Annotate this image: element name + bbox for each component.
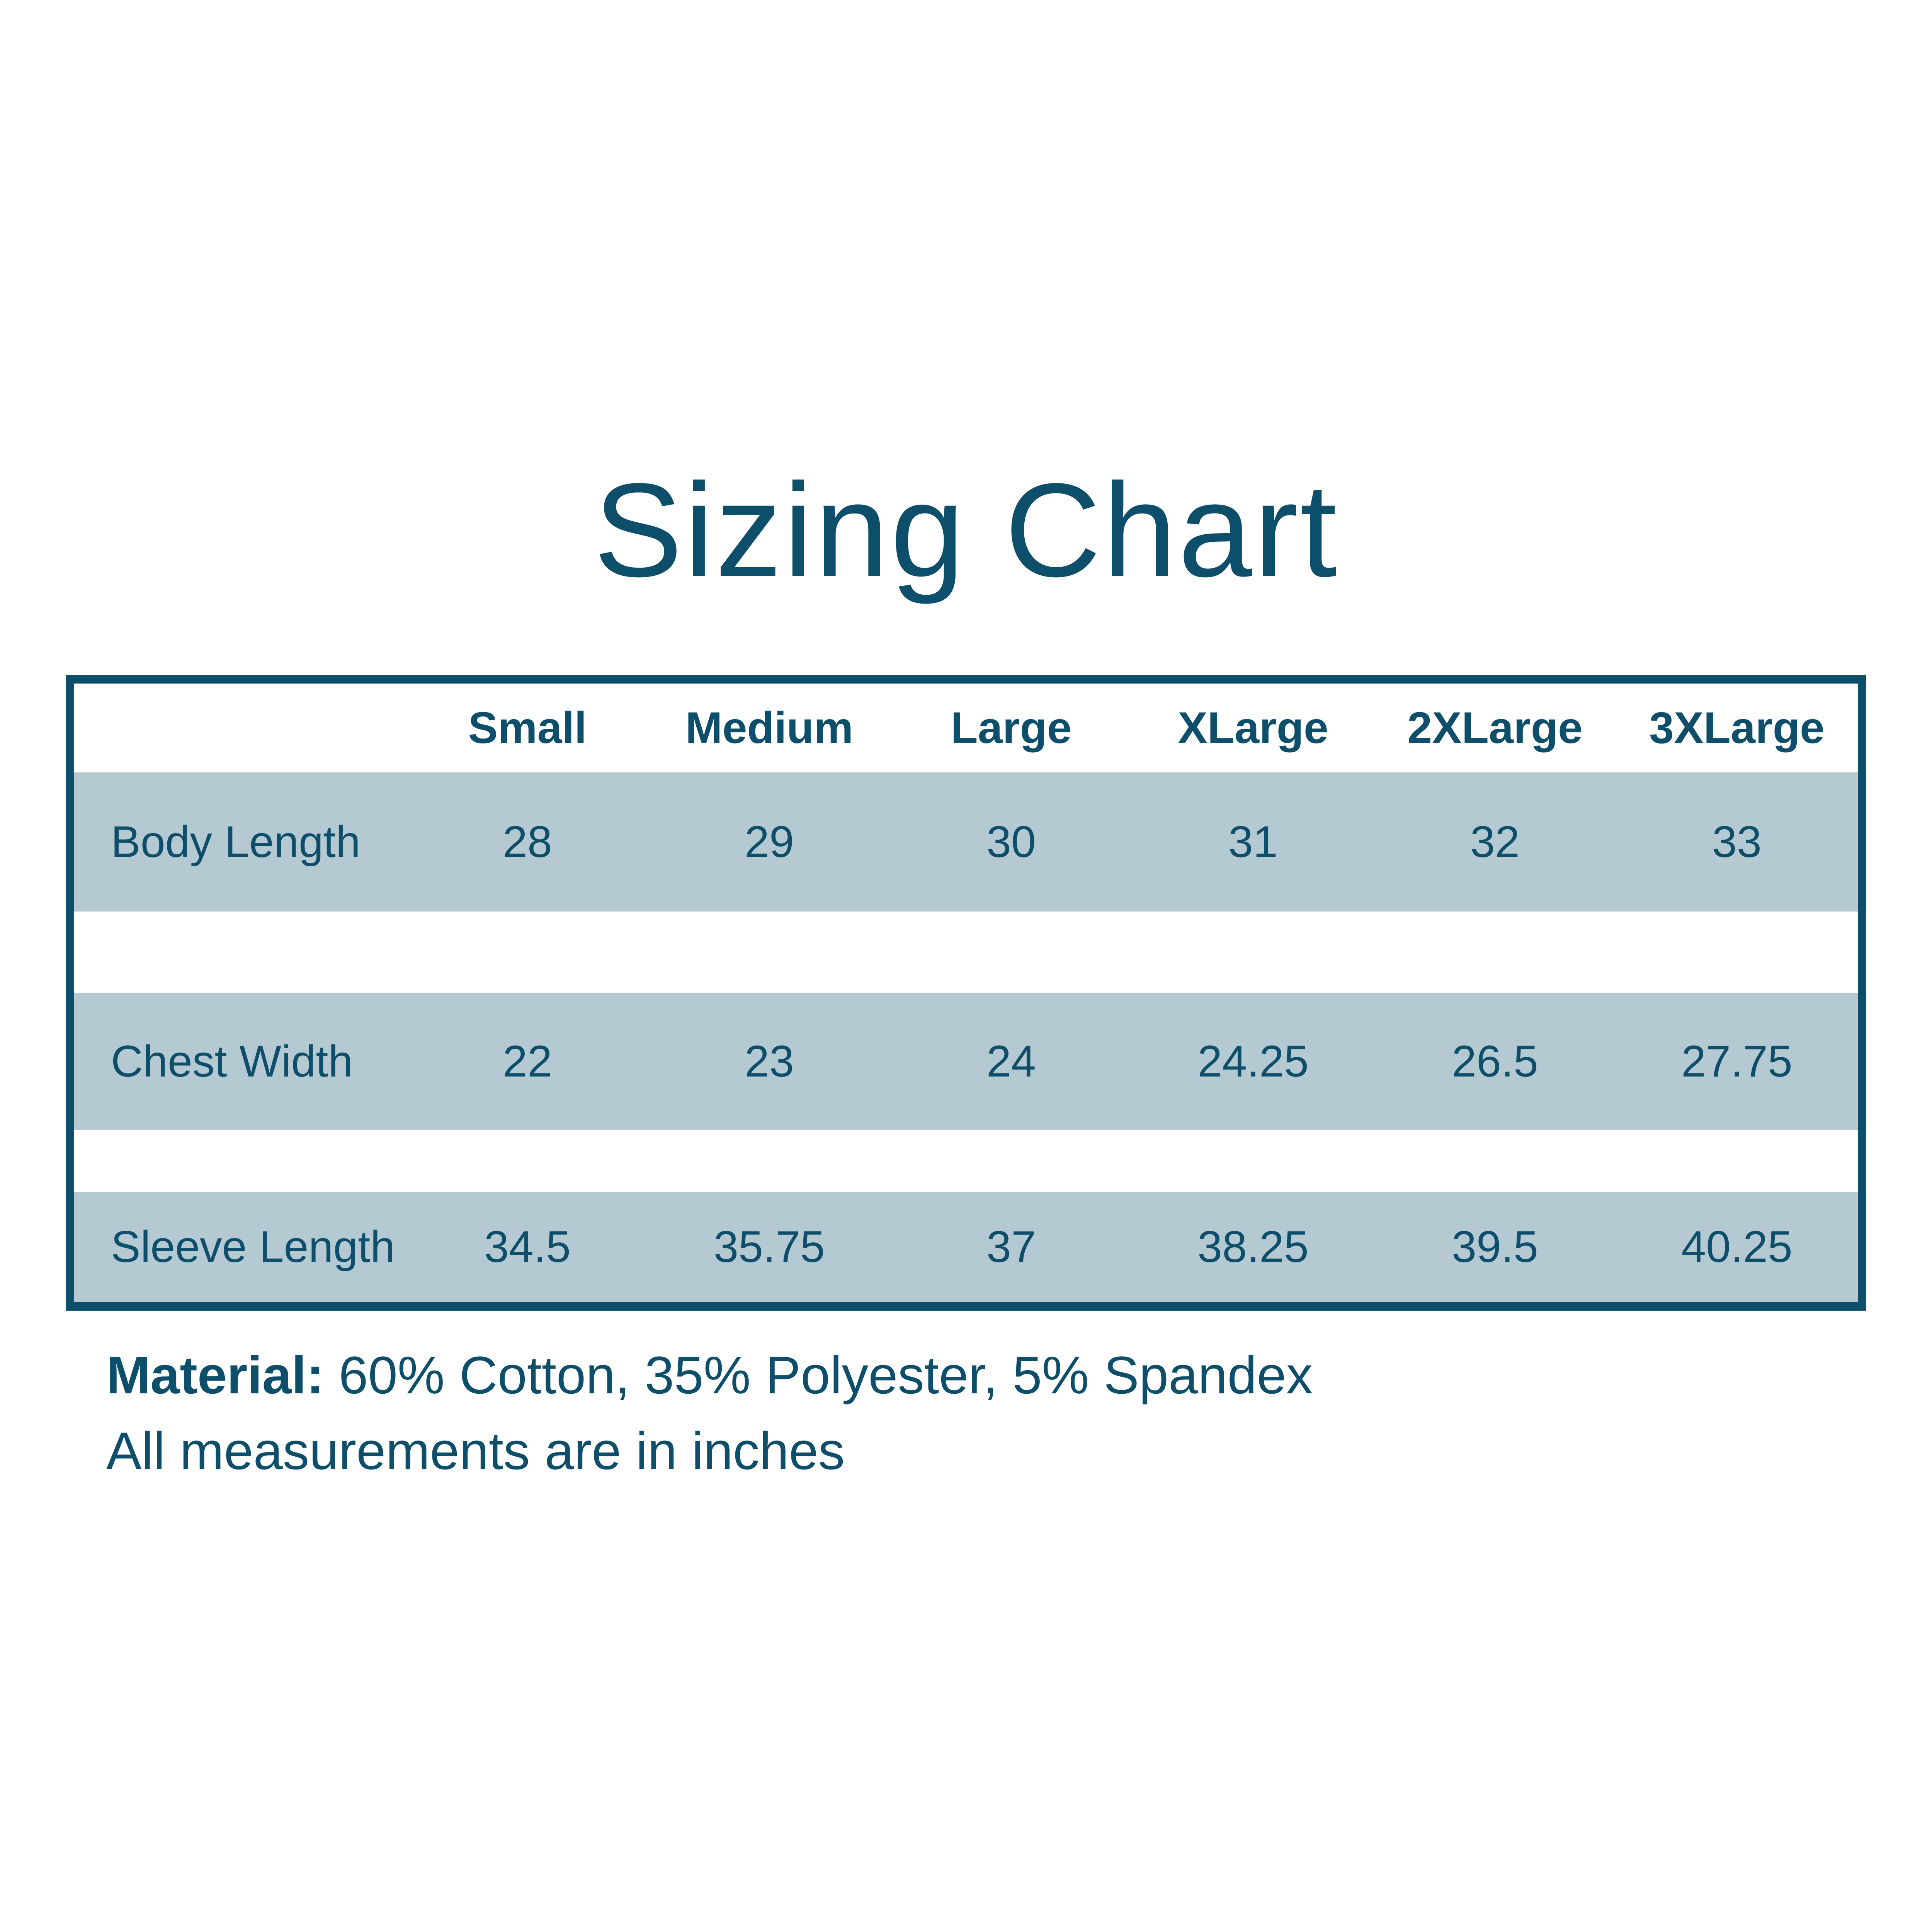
row-spacer: [74, 1130, 1858, 1192]
material-label: Material:: [106, 1346, 324, 1405]
column-header-large: Large: [951, 703, 1072, 753]
column-header-medium: Medium: [685, 703, 854, 753]
body-length-medium: 29: [745, 817, 794, 867]
row-label-chest-width: Chest Width: [111, 1036, 353, 1086]
page-title: Sizing Chart: [594, 456, 1338, 605]
body-length-large: 30: [986, 817, 1036, 867]
chest-width-3xlarge: 27.75: [1681, 1036, 1793, 1086]
body-length-2xlarge: 32: [1470, 817, 1520, 867]
sleeve-length-2xlarge: 39.5: [1452, 1222, 1538, 1272]
footer-notes: Material: 60% Cotton, 35% Polyester, 5% …: [106, 1338, 1313, 1489]
chest-width-xlarge: 24.25: [1197, 1036, 1309, 1086]
sleeve-length-medium: 35.75: [714, 1222, 825, 1272]
body-length-small: 28: [503, 817, 552, 867]
sleeve-length-small: 34.5: [484, 1222, 571, 1272]
chest-width-small: 22: [503, 1036, 552, 1086]
body-length-xlarge: 31: [1228, 817, 1278, 867]
measurements-note: All measurements are in inches: [106, 1422, 845, 1481]
column-header-small: Small: [468, 703, 587, 753]
table-row-sleeve-length: Sleeve Length 34.5 35.75 37 38.25 39.5 4…: [74, 1192, 1858, 1302]
column-header-xlarge: XLarge: [1178, 703, 1328, 753]
column-header-2xlarge: 2XLarge: [1407, 703, 1583, 753]
chest-width-large: 24: [986, 1036, 1036, 1086]
chest-width-2xlarge: 26.5: [1452, 1036, 1538, 1086]
sleeve-length-xlarge: 38.25: [1197, 1222, 1309, 1272]
sizing-table: Small Medium Large XLarge 2XLarge 3XLarg…: [66, 675, 1866, 1311]
column-header-3xlarge: 3XLarge: [1649, 703, 1825, 753]
material-value: 60% Cotton, 35% Polyester, 5% Spandex: [324, 1346, 1313, 1405]
chest-width-medium: 23: [745, 1036, 794, 1086]
row-label-body-length: Body Length: [111, 817, 361, 867]
row-spacer: [74, 912, 1858, 993]
body-length-3xlarge: 33: [1712, 817, 1762, 867]
table-header-row: Small Medium Large XLarge 2XLarge 3XLarg…: [74, 684, 1858, 772]
table-row-chest-width: Chest Width 22 23 24 24.25 26.5 27.75: [74, 993, 1858, 1130]
table-row-body-length: Body Length 28 29 30 31 32 33: [74, 772, 1858, 912]
sleeve-length-3xlarge: 40.25: [1681, 1222, 1793, 1272]
row-label-sleeve-length: Sleeve Length: [111, 1222, 395, 1272]
material-line: Material: 60% Cotton, 35% Polyester, 5% …: [106, 1338, 1313, 1413]
sleeve-length-large: 37: [986, 1222, 1036, 1272]
